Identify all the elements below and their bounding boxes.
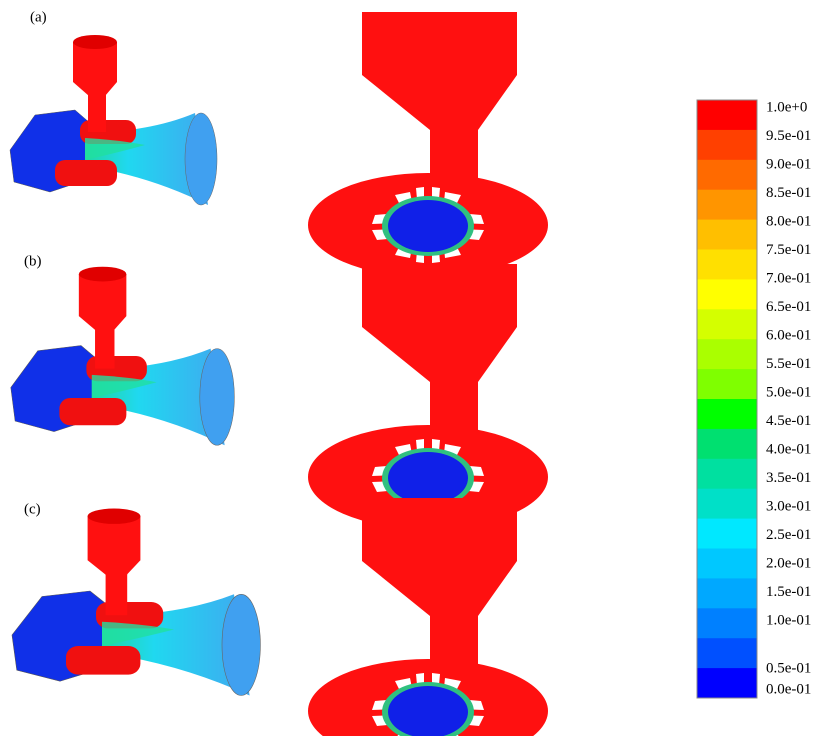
panel-b bbox=[10, 264, 548, 529]
colorbar-label: 6.5e-01 bbox=[766, 299, 811, 315]
nozzle-3d bbox=[9, 34, 218, 206]
colorbar-segment bbox=[697, 668, 757, 699]
colorbar-segment bbox=[697, 608, 757, 639]
panel-a: (a) bbox=[9, 9, 548, 277]
colorbar-label: 4.5e-01 bbox=[766, 413, 811, 429]
colorbar-label: 0.0e-01 bbox=[766, 681, 811, 697]
colorbar-label: 1.5e-01 bbox=[766, 584, 811, 600]
colorbar-label: 5.0e-01 bbox=[766, 384, 811, 400]
colorbar-segment bbox=[697, 339, 757, 370]
colorbar-segment bbox=[697, 309, 757, 340]
cross-section bbox=[308, 498, 548, 736]
panel-label: (c) bbox=[24, 501, 41, 517]
colorbar-segment bbox=[697, 100, 757, 131]
colorbar-segment bbox=[697, 129, 757, 161]
colorbar-segment bbox=[697, 219, 757, 250]
colorbar-border bbox=[696, 99, 758, 699]
colorbar-label: 6.0e-01 bbox=[766, 327, 811, 343]
colorbar-label: 3.0e-01 bbox=[766, 498, 811, 514]
colorbar-label: 9.0e-01 bbox=[766, 156, 811, 172]
colorbar-segment bbox=[697, 458, 757, 490]
colorbar-label: 3.5e-01 bbox=[766, 470, 811, 486]
colorbar-label: 5.5e-01 bbox=[766, 356, 811, 372]
colorbar-segment bbox=[697, 249, 757, 280]
panel-label: (a) bbox=[30, 9, 47, 25]
colorbar-label: 9.5e-01 bbox=[766, 128, 811, 144]
colorbar-segment bbox=[697, 488, 757, 520]
colorbar-label: 7.5e-01 bbox=[766, 242, 811, 258]
panel-label: (b) bbox=[24, 253, 42, 269]
panel-c bbox=[11, 498, 548, 736]
nozzle-3d bbox=[10, 266, 235, 446]
colorbar-segment bbox=[697, 399, 757, 430]
colorbar-label: 8.5e-01 bbox=[766, 185, 811, 201]
colorbar-label: 8.0e-01 bbox=[766, 213, 811, 229]
colorbar-label: 2.0e-01 bbox=[766, 555, 811, 571]
colorbar-label: 0.5e-01 bbox=[766, 660, 811, 676]
colorbar-segment bbox=[697, 159, 757, 191]
colorbar-segment bbox=[697, 578, 757, 609]
cross-section bbox=[308, 264, 548, 529]
colorbar-segment bbox=[697, 279, 757, 310]
colorbar-segment bbox=[697, 369, 757, 400]
cross-section bbox=[308, 12, 548, 277]
colorbar-segment bbox=[697, 428, 757, 460]
colorbar-segment bbox=[697, 189, 757, 221]
colorbar: 1.0e+0 9.5e-01 9.0e-01 8.5e-01 8.0e-01 7.5e-0… bbox=[696, 99, 811, 699]
nozzle-3d bbox=[11, 507, 262, 697]
colorbar-segment bbox=[697, 548, 757, 579]
colorbar-segment bbox=[697, 638, 757, 669]
colorbar-label: 2.5e-01 bbox=[766, 527, 811, 543]
colorbar-label: 1.0e+0 bbox=[766, 99, 807, 115]
colorbar-segment bbox=[697, 518, 757, 549]
colorbar-label: 7.0e-01 bbox=[766, 270, 811, 286]
colorbar-label: 1.0e-01 bbox=[766, 612, 811, 628]
colorbar-label: 4.0e-01 bbox=[766, 441, 811, 457]
